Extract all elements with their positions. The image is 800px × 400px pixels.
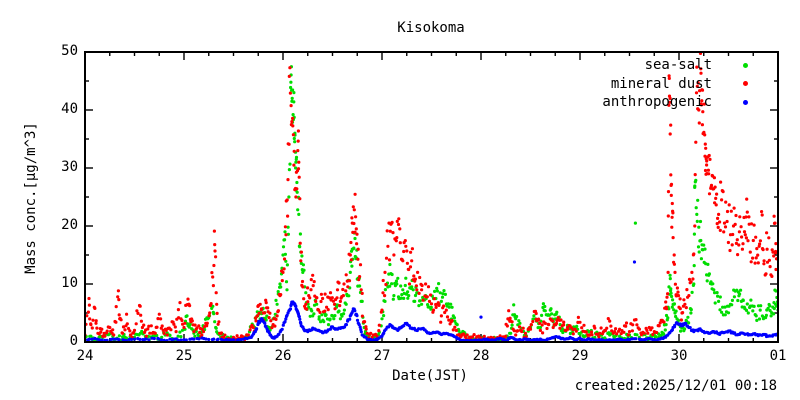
legend-marker-wrap bbox=[712, 81, 778, 87]
legend-item-anthropogenic: anthropogenic bbox=[478, 93, 778, 112]
y-tick-label: 30 bbox=[61, 159, 78, 175]
y-tick-label: 20 bbox=[61, 217, 78, 233]
mineral-dust-marker-icon bbox=[742, 81, 748, 87]
x-axis-label: Date(JST) bbox=[392, 368, 468, 384]
x-tick-label: 30 bbox=[670, 348, 688, 364]
x-tick-label: 29 bbox=[571, 348, 589, 364]
x-tick-label: 25 bbox=[175, 348, 193, 364]
legend-label: sea-salt bbox=[644, 57, 712, 74]
y-axis-label: Mass conc.[μg/m^3] bbox=[23, 122, 39, 274]
x-tick-label: 24 bbox=[76, 348, 94, 364]
plot-frame bbox=[84, 51, 779, 343]
legend-marker-wrap bbox=[712, 99, 778, 105]
x-tick-label: 01 bbox=[769, 348, 787, 364]
legend-label: mineral dust bbox=[610, 75, 712, 92]
legend-item-sea-salt: sea-salt bbox=[478, 56, 778, 75]
legend-item-mineral-dust: mineral dust bbox=[478, 75, 778, 94]
x-tick-label: 28 bbox=[472, 348, 490, 364]
series-anthropogenic-points bbox=[86, 260, 777, 341]
legend-label: anthropogenic bbox=[602, 94, 712, 111]
x-tick-label: 26 bbox=[274, 348, 292, 364]
series-mineral-dust-points bbox=[86, 53, 777, 341]
x-tick-label: 27 bbox=[373, 348, 391, 364]
chart-title: Kisokoma bbox=[397, 20, 465, 36]
y-tick-label: 0 bbox=[69, 333, 78, 349]
legend: sea-salt mineral dust anthropogenic bbox=[478, 56, 778, 112]
legend-marker-wrap bbox=[712, 62, 778, 68]
y-tick-label: 10 bbox=[61, 275, 78, 291]
y-tick-label: 50 bbox=[61, 43, 78, 59]
sea-salt-marker-icon bbox=[742, 62, 748, 68]
anthropogenic-marker-icon bbox=[742, 99, 748, 105]
y-tick-label: 40 bbox=[61, 101, 78, 117]
created-timestamp: created:2025/12/01 00:18 bbox=[574, 378, 777, 394]
